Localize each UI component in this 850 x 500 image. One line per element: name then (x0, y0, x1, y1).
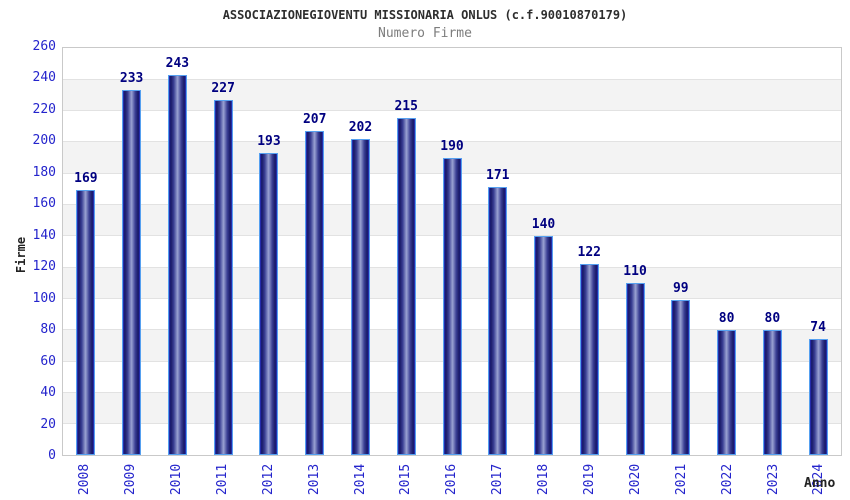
y-tick-label: 0 (48, 448, 56, 463)
x-tick-label-text: 2010 (169, 463, 185, 495)
x-tick-label-2017: 2017 (476, 458, 520, 500)
y-tick-label: 180 (32, 164, 56, 180)
x-tick-label-text: 2008 (77, 463, 93, 495)
x-tick-label-2018: 2018 (522, 458, 566, 500)
y-tick-label: 120 (32, 259, 56, 275)
x-tick-label-2020: 2020 (614, 458, 658, 500)
y-axis-tick-labels: 0 20 40 60 80 100 120 140 160 180 200 220 240 260 (0, 39, 56, 463)
bar-2019 (579, 264, 599, 455)
bar-value-label: 207 (302, 111, 327, 127)
y-tick-label: 140 (32, 227, 56, 243)
bar-2011 (213, 99, 233, 455)
bar-value-label: 193 (257, 133, 281, 149)
bar-2008 (76, 190, 96, 455)
bar-2017 (488, 187, 508, 455)
bar-2013 (305, 130, 325, 455)
y-tick-label: 220 (32, 101, 56, 117)
bar-value-label: 122 (577, 245, 602, 261)
bar-value-label: 215 (394, 99, 418, 115)
x-tick-label-2013: 2013 (292, 458, 336, 500)
bar-value-label: 171 (486, 168, 510, 184)
y-tick-label: 60 (40, 353, 56, 369)
x-tick-label-2011: 2011 (201, 458, 245, 500)
bar-value-label: 233 (119, 71, 144, 87)
x-tick-label-2009: 2009 (109, 458, 153, 500)
y-tick-label: 200 (32, 133, 56, 149)
bar-2020 (625, 282, 645, 455)
bar-2024 (808, 339, 828, 455)
y-tick-label: 20 (40, 416, 56, 432)
y-axis-title: Firme (14, 236, 28, 274)
plot-band (63, 48, 841, 80)
x-tick-label-text: 2020 (628, 463, 644, 495)
x-tick-label-text: 2013 (306, 463, 322, 495)
bar-2018 (534, 235, 554, 455)
x-tick-label-2014: 2014 (338, 458, 382, 500)
y-tick-label: 80 (40, 322, 56, 338)
bar-2009 (122, 90, 142, 455)
bar-value-label: 169 (74, 171, 98, 187)
bar-value-label: 80 (764, 310, 781, 326)
plot-band (63, 110, 841, 142)
bar-2014 (350, 138, 370, 455)
x-tick-label-2008: 2008 (63, 458, 107, 500)
gridline (63, 141, 841, 143)
bar-value-label: 202 (348, 119, 373, 135)
plot-area: 169 233 243 227 193 207 202 215 190 171 140 122 110 9… (62, 47, 842, 456)
x-tick-label-text: 2021 (673, 463, 689, 495)
x-tick-label-text: 2015 (398, 463, 414, 495)
x-tick-label-2021: 2021 (659, 458, 703, 500)
bar-value-label: 140 (531, 216, 556, 232)
bar-2021 (671, 300, 691, 455)
bar-value-label: 110 (623, 263, 647, 279)
y-tick-label: 100 (32, 290, 56, 306)
gridline (63, 110, 841, 112)
bar-value-label: 227 (211, 80, 235, 96)
y-tick-label: 40 (40, 385, 56, 401)
x-tick-label-2019: 2019 (568, 458, 612, 500)
bar-value-label: 80 (718, 310, 735, 326)
x-tick-label-2023: 2023 (751, 458, 795, 500)
x-tick-label-text: 2014 (352, 463, 368, 495)
x-tick-label-text: 2022 (719, 463, 735, 495)
x-tick-label-text: 2016 (444, 463, 460, 495)
gridline (63, 78, 841, 80)
bar-2023 (762, 329, 782, 455)
x-tick-label-2012: 2012 (246, 458, 290, 500)
y-tick-label: 240 (32, 70, 56, 86)
x-tick-label-2015: 2015 (384, 458, 428, 500)
plot-band (63, 79, 841, 111)
x-tick-label-text: 2009 (123, 463, 139, 495)
y-tick-label: 160 (32, 196, 56, 212)
x-tick-label-2016: 2016 (430, 458, 474, 500)
x-tick-label-2022: 2022 (705, 458, 749, 500)
x-tick-label-2010: 2010 (155, 458, 199, 500)
bar-2012 (259, 152, 279, 455)
bar-2022 (717, 329, 737, 455)
x-tick-label-text: 2018 (536, 463, 552, 495)
bar-value-label: 243 (165, 55, 190, 71)
bar-2015 (396, 118, 416, 455)
bar-value-label: 74 (810, 320, 826, 336)
bar-2016 (442, 157, 462, 455)
chart-subtitle: Numero Firme (378, 26, 472, 41)
x-axis-tick-labels: 2008 2009 2010 2011 2012 2013 2014 2015 2016 2017… (62, 458, 842, 500)
bar-value-label: 190 (440, 138, 464, 154)
x-tick-label-text: 2019 (582, 463, 598, 495)
x-axis-title: Anno (804, 476, 836, 491)
x-tick-label-text: 2017 (490, 463, 506, 495)
bar-value-label: 99 (672, 281, 689, 297)
x-tick-label-text: 2012 (260, 463, 276, 495)
chart-title: ASSOCIAZIONEGIOVENTU MISSIONARIA ONLUS (… (222, 8, 628, 22)
x-tick-label-text: 2023 (765, 463, 781, 495)
x-tick-label-text: 2011 (215, 463, 231, 495)
bar-2010 (167, 74, 187, 455)
y-tick-label: 260 (32, 39, 56, 54)
